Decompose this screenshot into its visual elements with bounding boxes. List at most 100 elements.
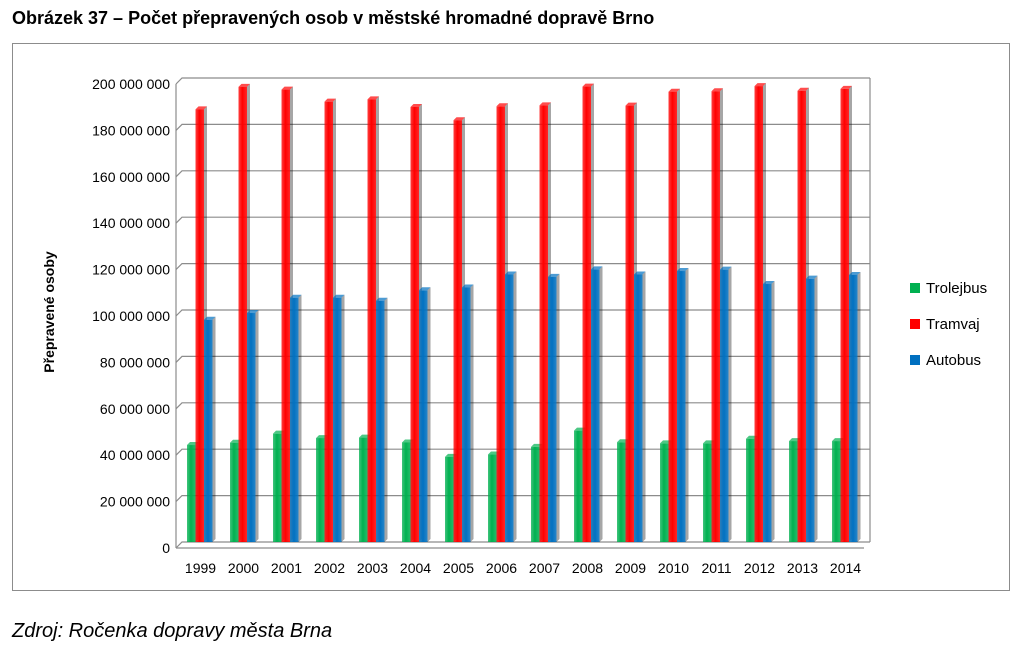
bar-tramvaj-2013 — [797, 90, 806, 542]
grid-lines — [175, 77, 870, 549]
bar-top-tramvaj-1999 — [195, 106, 207, 110]
bar-autobus-2004 — [419, 290, 428, 542]
bar-top-tramvaj-2011 — [711, 88, 723, 92]
bar-top-tramvaj-2001 — [281, 86, 293, 90]
grid-line — [175, 216, 870, 224]
bar-autobus-2009 — [634, 274, 643, 542]
x-tick-label: 2000 — [228, 560, 259, 576]
bar-tramvaj-2003 — [367, 99, 376, 543]
bar-tramvaj-2008 — [582, 86, 591, 543]
bar-autobus-1999 — [204, 319, 213, 542]
figure-title: Obrázek 37 – Počet přepravených osob v m… — [12, 8, 655, 28]
bar-tramvaj-2010 — [668, 91, 677, 543]
bar-side-autobus-2013 — [814, 275, 818, 542]
bar-top-tramvaj-2002 — [324, 98, 336, 102]
bar-tramvaj-2004 — [410, 107, 419, 542]
bar-trolejbus-2008 — [574, 430, 583, 542]
bar-top-autobus-2006 — [505, 271, 517, 275]
bar-side-autobus-2002 — [341, 294, 345, 542]
bar-side-autobus-2009 — [642, 271, 646, 542]
bar-side-autobus-2011 — [728, 266, 732, 542]
bar-trolejbus-2011 — [703, 443, 712, 542]
legend-swatch-tramvaj — [910, 319, 920, 329]
x-tick-labels: 1999 2000 2001 2002 2003 2004 2005 2006 2007 2008… — [185, 560, 861, 576]
bar-top-autobus-2007 — [548, 273, 560, 277]
y-tick-label: 140 000 000 — [92, 215, 170, 231]
bar-trolejbus-2005 — [445, 456, 454, 542]
bar-autobus-2002 — [333, 297, 342, 542]
bar-side-autobus-2005 — [470, 284, 474, 542]
legend-label-tramvaj: Tramvaj — [926, 315, 980, 333]
bar-autobus-2007 — [548, 276, 557, 542]
grid-line — [175, 77, 870, 85]
bar-tramvaj-2002 — [324, 101, 333, 542]
bar-top-autobus-2013 — [806, 275, 818, 279]
bar-top-autobus-1999 — [204, 316, 216, 320]
y-tick-label: 180 000 000 — [92, 122, 170, 138]
x-tick-label: 2001 — [271, 560, 302, 576]
bar-side-autobus-2000 — [255, 310, 259, 542]
y-tick-label: 160 000 000 — [92, 169, 170, 185]
bar-top-tramvaj-2003 — [367, 96, 379, 100]
bar-autobus-2013 — [806, 278, 815, 542]
bar-top-autobus-2010 — [677, 268, 689, 272]
y-tick-label: 120 000 000 — [92, 262, 170, 278]
bar-top-tramvaj-2007 — [539, 102, 551, 106]
x-tick-label: 2002 — [314, 560, 345, 576]
grid-line — [175, 170, 870, 178]
x-tick-label: 2007 — [529, 560, 560, 576]
bar-tramvaj-2012 — [754, 86, 763, 543]
bar-top-tramvaj-2006 — [496, 103, 508, 107]
bar-trolejbus-2009 — [617, 442, 626, 542]
bar-top-tramvaj-2005 — [453, 117, 465, 121]
bar-top-autobus-2003 — [376, 297, 388, 301]
x-tick-label: 2009 — [615, 560, 646, 576]
bar-top-autobus-2004 — [419, 287, 431, 291]
bar-autobus-2014 — [849, 274, 858, 542]
bar-side-autobus-2007 — [556, 273, 560, 542]
bar-tramvaj-2000 — [238, 86, 247, 542]
y-tick-label: 0 — [162, 540, 170, 556]
bar-trolejbus-2013 — [789, 441, 798, 542]
chart-frame — [12, 43, 1010, 591]
bar-top-tramvaj-2000 — [238, 83, 250, 87]
source-note: Zdroj: Ročenka dopravy města Brna — [12, 620, 333, 642]
legend-label-trolejbus: Trolejbus — [926, 279, 988, 297]
bar-side-autobus-2004 — [427, 287, 431, 542]
y-axis-label: Přepravené osoby — [41, 251, 57, 373]
bar-top-tramvaj-2009 — [625, 102, 637, 106]
bar-top-tramvaj-2008 — [582, 83, 594, 87]
y-tick-labels: 0 20 000 000 40 000 000 60 000 000 80 000 00… — [92, 76, 170, 556]
x-tick-label: 2003 — [357, 560, 388, 576]
grid-line — [175, 123, 870, 131]
bar-trolejbus-1999 — [187, 445, 196, 542]
bars — [187, 83, 861, 543]
bar-top-autobus-2009 — [634, 271, 646, 275]
bar-side-autobus-2001 — [298, 294, 302, 542]
y-tick-label: 20 000 000 — [100, 494, 170, 510]
bar-tramvaj-2014 — [840, 88, 849, 543]
bar-top-autobus-2008 — [591, 266, 603, 270]
y-tick-label: 60 000 000 — [100, 401, 170, 417]
bar-top-autobus-2011 — [720, 266, 732, 270]
bar-tramvaj-2007 — [539, 105, 548, 542]
legend-item-autobus: Autobus — [910, 350, 987, 370]
x-tick-label: 2012 — [744, 560, 775, 576]
bar-side-autobus-2010 — [685, 268, 689, 542]
bar-autobus-2010 — [677, 271, 686, 542]
bar-top-autobus-2002 — [333, 294, 345, 298]
bar-side-autobus-2008 — [599, 266, 603, 542]
legend-swatch-trolejbus — [910, 283, 920, 293]
bar-autobus-2003 — [376, 300, 385, 542]
x-tick-label: 2005 — [443, 560, 474, 576]
bar-autobus-2001 — [290, 297, 299, 542]
bar-top-tramvaj-2013 — [797, 87, 809, 91]
legend-item-trolejbus: Trolejbus — [910, 278, 987, 298]
axes — [175, 78, 871, 549]
bar-autobus-2008 — [591, 269, 600, 542]
bar-trolejbus-2000 — [230, 442, 239, 542]
bar-tramvaj-1999 — [195, 109, 204, 542]
bar-side-autobus-2006 — [513, 271, 517, 542]
bar-trolejbus-2012 — [746, 438, 755, 542]
